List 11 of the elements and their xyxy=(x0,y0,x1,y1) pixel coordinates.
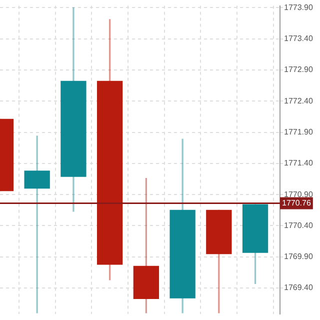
y-tick-label: 1769.40 xyxy=(284,283,314,292)
ref-line-label: 1770.76 xyxy=(282,198,312,208)
y-tick-label: 1771.90 xyxy=(284,127,314,136)
y-tick-label: 1772.40 xyxy=(284,96,314,106)
y-tick-label: 1771.40 xyxy=(284,158,314,168)
y-tick-label: 1770.40 xyxy=(284,220,314,230)
y-tick-label: 1769.90 xyxy=(284,252,314,262)
y-tick-label: 1773.90 xyxy=(284,2,314,12)
y-tick-label: 1773.40 xyxy=(284,34,314,44)
y-tick-label: 1772.90 xyxy=(284,65,314,74)
y-tick-label: 1770.90 xyxy=(284,190,314,199)
